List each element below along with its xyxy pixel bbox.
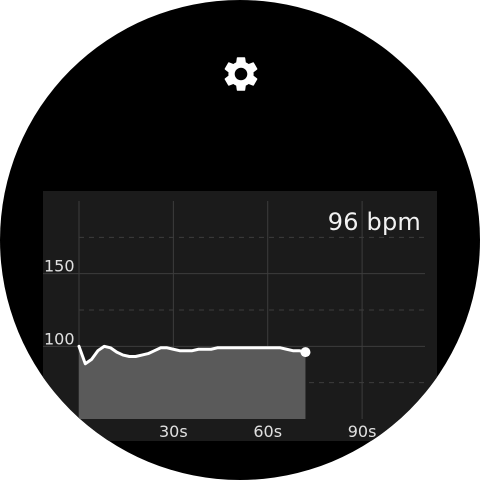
heart-rate-chart: 100 150 30s 60s 90s 96 bpm [43, 191, 437, 441]
x-tick-label: 30s [159, 422, 188, 441]
bpm-readout: 96 bpm [327, 208, 421, 236]
series-area [79, 346, 306, 419]
chart-canvas: 100 150 30s 60s 90s [43, 201, 425, 441]
gear-icon [220, 53, 262, 99]
settings-button[interactable] [218, 53, 264, 99]
series-end-point [300, 347, 311, 358]
y-tick-label: 100 [44, 329, 75, 348]
y-tick-label: 150 [44, 257, 75, 276]
x-tick-label: 60s [253, 422, 282, 441]
x-tick-label: 90s [348, 422, 377, 441]
series-line [77, 344, 307, 366]
